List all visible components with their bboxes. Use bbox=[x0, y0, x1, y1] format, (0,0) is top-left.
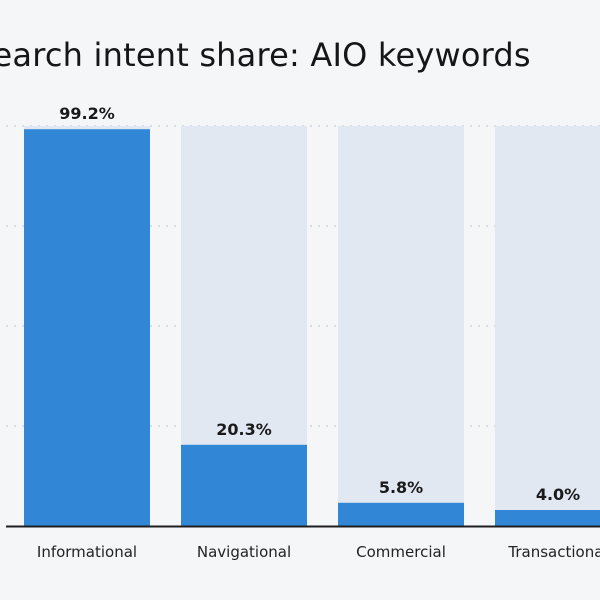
value-labels: 99.2% 20.3% 5.8% 4.0% bbox=[59, 104, 580, 504]
bar-commercial bbox=[338, 502, 464, 526]
category-label-informational: Informational bbox=[37, 543, 137, 561]
value-label-informational: 99.2% bbox=[59, 104, 115, 123]
bars bbox=[24, 129, 600, 526]
category-labels: Informational Navigational Commercial Trans… bbox=[37, 543, 600, 561]
bar-track-transactional bbox=[495, 126, 600, 526]
bar-navigational bbox=[181, 444, 307, 526]
bar-informational bbox=[24, 129, 150, 526]
bar-track-commercial bbox=[338, 126, 464, 526]
value-label-transactional: 4.0% bbox=[536, 485, 580, 504]
category-label-navigational: Navigational bbox=[197, 543, 291, 561]
value-label-navigational: 20.3% bbox=[216, 420, 272, 439]
category-label-commercial: Commercial bbox=[356, 543, 446, 561]
bar-transactional bbox=[495, 510, 600, 526]
value-label-commercial: 5.8% bbox=[379, 478, 423, 497]
chart-title: Search intent share: AIO keywords bbox=[0, 36, 531, 74]
category-label-transactional: Transactional bbox=[507, 543, 600, 561]
